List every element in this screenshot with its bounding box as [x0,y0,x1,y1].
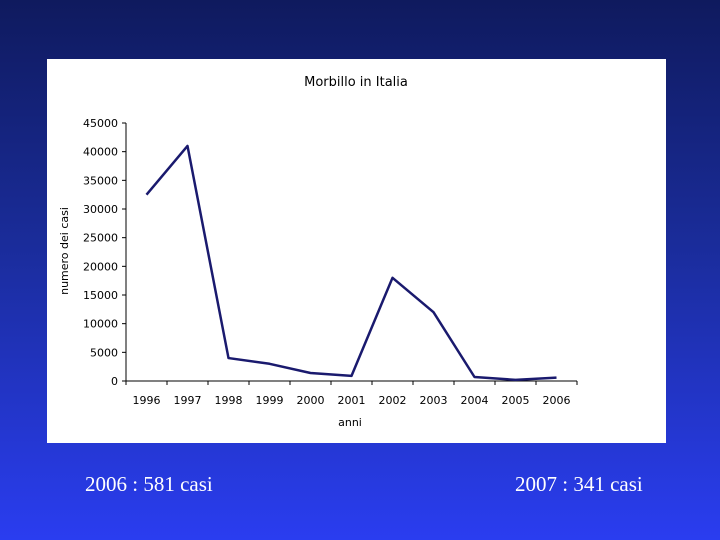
y-tick-label: 35000 [83,174,118,187]
x-tick-label: 1996 [133,394,161,407]
x-tick-label: 1997 [174,394,202,407]
chart-title: Morbillo in Italia [304,75,408,90]
y-ticks: 0 5000 10000 15000 20000 25000 30000 35000 40000… [83,117,126,388]
y-axis-label: numero dei casi [58,207,71,295]
x-ticks: 1996 1997 1998 1999 2000 2001 2002 2003 2004 2005… [125,381,578,407]
chart-panel: Morbillo in Italia numero dei casi anni … [47,59,666,443]
y-tick-label: 0 [111,375,118,388]
x-tick-label: 2001 [338,394,366,407]
x-tick-label: 2005 [502,394,530,407]
y-tick-label: 20000 [83,260,118,273]
caption-2006: 2006 : 581 casi [85,472,213,496]
x-tick-label: 2000 [297,394,325,407]
x-tick-label: 2002 [379,394,407,407]
x-tick-label: 2004 [461,394,489,407]
x-tick-label: 1999 [256,394,284,407]
x-axis-label: anni [338,416,362,429]
x-tick-label: 1998 [215,394,243,407]
y-tick-label: 10000 [83,318,118,331]
y-tick-label: 30000 [83,203,118,216]
y-tick-label: 15000 [83,289,118,302]
y-tick-label: 25000 [83,232,118,245]
caption-2007: 2007 : 341 casi [515,472,643,496]
x-tick-label: 2006 [543,394,571,407]
y-tick-label: 45000 [83,117,118,130]
line-chart: Morbillo in Italia numero dei casi anni … [58,75,578,429]
x-tick-label: 2003 [420,394,448,407]
y-tick-label: 40000 [83,146,118,159]
y-tick-label: 5000 [90,346,118,359]
series-line [145,144,557,382]
